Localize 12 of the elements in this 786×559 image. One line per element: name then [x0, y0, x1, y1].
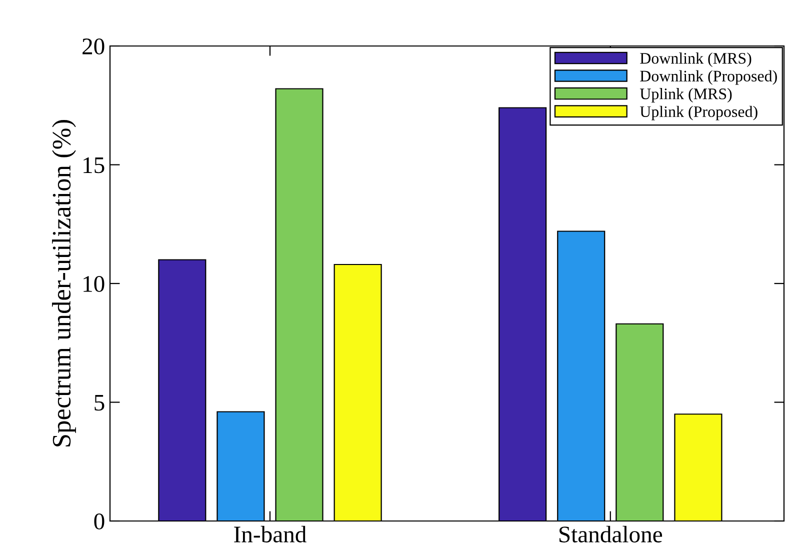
legend-label: Downlink (Proposed)	[640, 70, 777, 85]
y-tick-label: 0	[94, 513, 104, 530]
legend-label: Downlink (MRS)	[640, 52, 752, 67]
y-tick-label: 10	[84, 276, 104, 292]
x-tick-label: Standalone	[560, 526, 662, 542]
y-tick-label: 15	[84, 157, 104, 174]
legend-label: Uplink (MRS)	[640, 88, 732, 103]
y-tick-label: 5	[94, 394, 104, 411]
legend-label: Uplink (Proposed)	[640, 106, 758, 120]
x-tick-label: In-band	[234, 526, 306, 542]
y-axis-title: Spectrum under-utilization (%)	[52, 120, 76, 446]
y-tick-label: 20	[82, 38, 104, 54]
